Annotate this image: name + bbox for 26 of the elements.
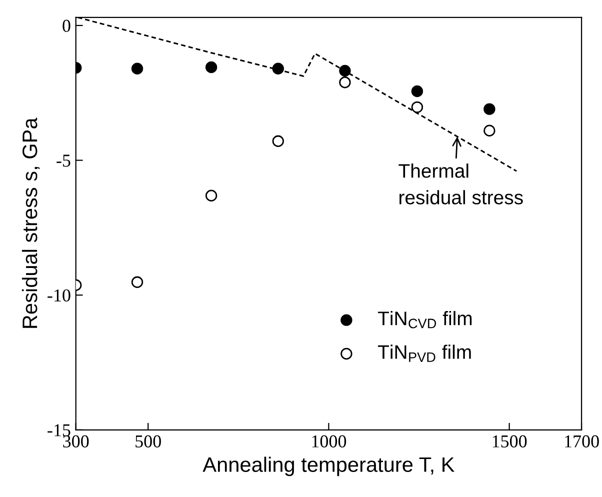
y-axis-title: Residual stress s, GPa — [22, 118, 40, 328]
y-tick-label: -15 — [48, 424, 70, 436]
y-tick-label: -10 — [48, 289, 70, 302]
legend-label: TiN$_{PVD}$ film — [378, 344, 471, 362]
y-tick-label: 0 — [62, 20, 70, 32]
annotation: Thermal residual stress — [398, 164, 523, 204]
point — [205, 190, 218, 202]
point — [131, 62, 144, 74]
x-tick-label: 1500 — [492, 435, 527, 448]
x-tick-label: 1000 — [312, 435, 346, 448]
point — [272, 62, 284, 74]
point — [272, 135, 284, 147]
x-tick-label: 1700 — [565, 435, 599, 448]
point — [339, 76, 351, 88]
point — [411, 85, 424, 98]
x-tick-label: 500 — [136, 435, 161, 448]
point — [484, 103, 496, 115]
x-tick-label: 300 — [63, 435, 89, 448]
point — [411, 101, 424, 114]
point — [131, 276, 144, 288]
legend-label: TiN$_{CVD}$ film — [378, 310, 472, 328]
x-axis-title: Annealing temperature T, K — [202, 456, 455, 476]
point — [205, 61, 218, 74]
point — [484, 124, 496, 136]
y-tick-label: -5 — [56, 154, 70, 167]
point — [339, 64, 351, 77]
